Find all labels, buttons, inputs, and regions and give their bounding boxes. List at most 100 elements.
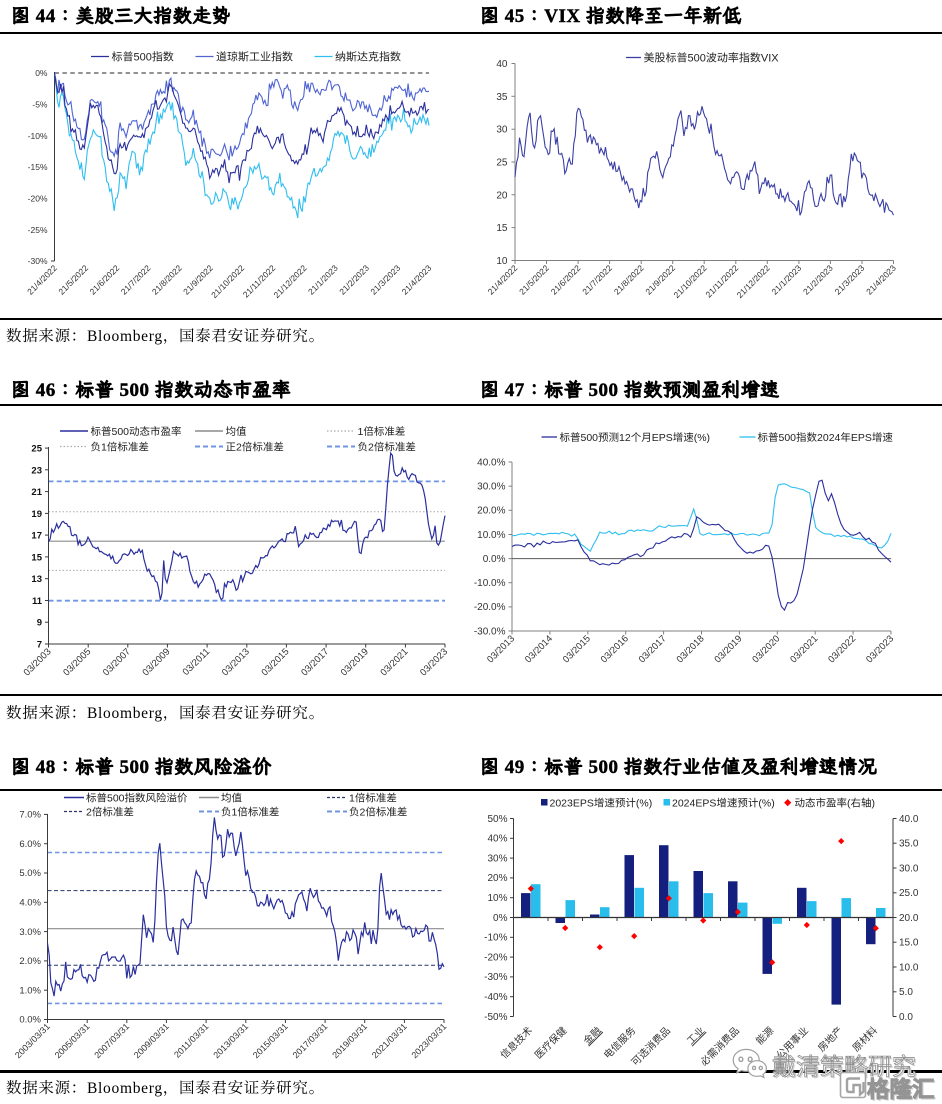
svg-text:负2倍标准差: 负2倍标准差 <box>358 439 416 454</box>
svg-text:21/4/2023: 21/4/2023 <box>863 262 898 297</box>
svg-text:2023EPS增速预计(%): 2023EPS增速预计(%) <box>550 796 653 811</box>
svg-text:40%: 40% <box>487 830 507 845</box>
svg-text:21/1/2023: 21/1/2023 <box>305 262 340 297</box>
svg-text:50%: 50% <box>487 810 507 825</box>
svg-text:-10%: -10% <box>484 929 507 944</box>
svg-text:2021/03/31: 2021/03/31 <box>368 1020 409 1061</box>
svg-text:正2倍标准差: 正2倍标准差 <box>226 439 284 454</box>
svg-text:标普500指数: 标普500指数 <box>112 49 174 65</box>
svg-text:负1倍标准差: 负1倍标准差 <box>221 804 279 819</box>
svg-text:03/2018: 03/2018 <box>672 631 706 665</box>
svg-text:03/2022: 03/2022 <box>824 631 858 665</box>
svg-text:21/12/2022: 21/12/2022 <box>271 262 310 301</box>
svg-text:25: 25 <box>496 154 508 169</box>
svg-text:20.0: 20.0 <box>899 909 919 924</box>
svg-text:21/6/2022: 21/6/2022 <box>548 262 583 297</box>
svg-text:03/2015: 03/2015 <box>559 631 593 665</box>
svg-text:40.0: 40.0 <box>899 810 919 825</box>
svg-text:30%: 30% <box>487 849 507 864</box>
svg-text:40: 40 <box>496 55 508 70</box>
svg-text:21/6/2022: 21/6/2022 <box>87 262 122 297</box>
svg-text:医疗保健: 医疗保健 <box>530 1023 569 1062</box>
svg-text:03/2019: 03/2019 <box>337 644 371 678</box>
svg-text:2023/03/31: 2023/03/31 <box>408 1020 449 1061</box>
svg-text:2.0%: 2.0% <box>19 953 41 967</box>
svg-text:21/2/2023: 21/2/2023 <box>336 262 371 297</box>
svg-text:动态市盈率(右轴): 动态市盈率(右轴) <box>795 796 876 811</box>
svg-text:负1倍标准差: 负1倍标准差 <box>91 439 149 454</box>
svg-text:03/2017: 03/2017 <box>635 631 669 665</box>
svg-text:03/2014: 03/2014 <box>521 631 555 665</box>
svg-text:21/5/2022: 21/5/2022 <box>516 262 551 297</box>
svg-text:21: 21 <box>31 484 42 498</box>
svg-text:均值: 均值 <box>226 424 247 439</box>
svg-text:03/2017: 03/2017 <box>297 644 331 678</box>
svg-text:2011/03/31: 2011/03/31 <box>171 1020 212 1061</box>
svg-text:6.0%: 6.0% <box>19 836 41 850</box>
svg-text:03/2021: 03/2021 <box>376 644 410 678</box>
svg-text:03/2023: 03/2023 <box>416 644 450 678</box>
svg-text:-30.0%: -30.0% <box>474 622 506 637</box>
svg-text:0%: 0% <box>35 67 48 79</box>
svg-text:03/2019: 03/2019 <box>710 631 744 665</box>
svg-text:25.0: 25.0 <box>899 884 919 899</box>
svg-text:03/2005: 03/2005 <box>59 644 93 678</box>
svg-text:信息技术: 信息技术 <box>496 1023 535 1062</box>
svg-text:21/7/2022: 21/7/2022 <box>118 262 153 297</box>
svg-text:美股标普500波动率指数VIX: 美股标普500波动率指数VIX <box>644 50 780 66</box>
svg-text:0.0: 0.0 <box>899 1008 913 1023</box>
svg-text:10%: 10% <box>487 889 507 904</box>
svg-text:13: 13 <box>31 571 42 585</box>
svg-text:35.0: 35.0 <box>899 835 919 850</box>
svg-text:2015/03/31: 2015/03/31 <box>249 1020 290 1061</box>
svg-text:10.0%: 10.0% <box>477 526 505 541</box>
svg-text:9: 9 <box>37 615 42 629</box>
svg-text:03/2021: 03/2021 <box>786 631 820 665</box>
svg-text:21/2/2023: 21/2/2023 <box>800 262 835 297</box>
svg-text:1倍标准差: 1倍标准差 <box>358 424 406 439</box>
svg-text:标普500动态市盈率: 标普500动态市盈率 <box>91 424 182 439</box>
svg-text:0.0%: 0.0% <box>19 1012 41 1026</box>
svg-text:21/5/2022: 21/5/2022 <box>56 262 91 297</box>
svg-text:1倍标准差: 1倍标准差 <box>349 790 397 805</box>
svg-text:-20.0%: -20.0% <box>474 598 506 613</box>
svg-text:21/1/2023: 21/1/2023 <box>769 262 804 297</box>
svg-text:2倍标准差: 2倍标准差 <box>86 804 134 819</box>
svg-text:道琼斯工业指数: 道琼斯工业指数 <box>216 49 293 65</box>
svg-text:7: 7 <box>37 637 42 651</box>
svg-text:21/3/2023: 21/3/2023 <box>832 262 867 297</box>
svg-text:21/3/2023: 21/3/2023 <box>368 262 403 297</box>
svg-text:10.0: 10.0 <box>899 958 919 973</box>
svg-text:30: 30 <box>496 121 508 136</box>
svg-text:0%: 0% <box>493 909 508 924</box>
svg-text:21/10/2022: 21/10/2022 <box>208 262 247 301</box>
svg-text:20: 20 <box>496 186 508 201</box>
svg-text:20.0%: 20.0% <box>477 502 505 517</box>
svg-text:能源: 能源 <box>752 1023 777 1048</box>
svg-text:均值: 均值 <box>221 790 242 805</box>
svg-text:2024EPS增速预计(%): 2024EPS增速预计(%) <box>672 796 775 811</box>
svg-text:-10%: -10% <box>28 130 48 142</box>
svg-text:纳斯达克指数: 纳斯达克指数 <box>335 49 401 65</box>
svg-text:21/10/2022: 21/10/2022 <box>671 262 710 301</box>
svg-text:2007/03/31: 2007/03/31 <box>91 1020 132 1061</box>
svg-text:-20%: -20% <box>28 193 48 205</box>
svg-text:-15%: -15% <box>28 161 48 173</box>
svg-text:-30%: -30% <box>28 255 48 267</box>
svg-text:金融: 金融 <box>579 1023 604 1048</box>
svg-text:40.0%: 40.0% <box>477 453 505 468</box>
svg-text:2005/03/31: 2005/03/31 <box>51 1020 92 1061</box>
svg-text:03/2016: 03/2016 <box>597 631 631 665</box>
svg-text:03/2007: 03/2007 <box>99 644 133 678</box>
svg-text:21/7/2022: 21/7/2022 <box>579 262 614 297</box>
svg-text:工业: 工业 <box>683 1023 708 1048</box>
svg-text:3.0%: 3.0% <box>19 924 41 938</box>
svg-text:21/4/2022: 21/4/2022 <box>485 262 520 297</box>
svg-text:03/2023: 03/2023 <box>862 631 896 665</box>
svg-text:03/2009: 03/2009 <box>138 644 172 678</box>
svg-text:-25%: -25% <box>28 224 48 236</box>
svg-text:35: 35 <box>496 88 508 103</box>
svg-text:0.0%: 0.0% <box>483 550 506 565</box>
svg-text:2003/03/31: 2003/03/31 <box>12 1020 53 1061</box>
svg-text:11: 11 <box>32 593 43 607</box>
